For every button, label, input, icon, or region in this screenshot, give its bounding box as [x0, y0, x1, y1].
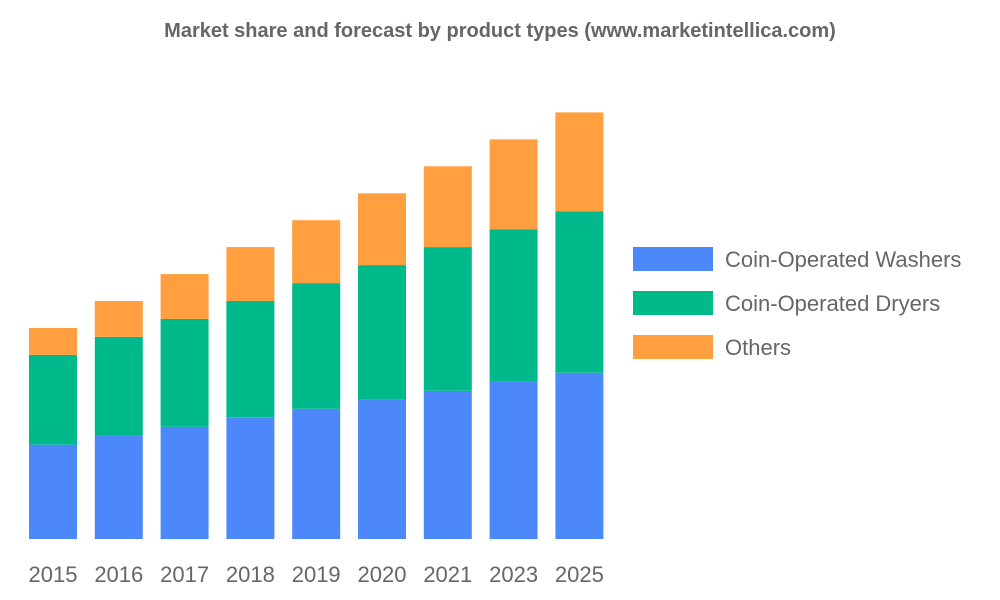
x-tick-label: 2017	[160, 562, 209, 587]
legend: Coin-Operated Washers Coin-Operated Dryer…	[633, 247, 961, 360]
bar-2017-series-1	[160, 319, 209, 427]
x-tick-label: 2016	[94, 562, 143, 587]
bar-2018-series-1	[226, 301, 275, 418]
bar-2021-series-2	[423, 166, 472, 248]
x-tick-label: 2020	[358, 562, 407, 587]
bar-2020-series-2	[358, 193, 406, 266]
x-tick-label: 2018	[226, 562, 275, 587]
bar-2023-series-1	[489, 229, 538, 382]
legend-label-1: Coin-Operated Dryers	[725, 291, 940, 316]
bars-layer	[29, 112, 604, 540]
bar-2019-series-2	[292, 220, 341, 284]
legend-label-2: Others	[725, 335, 791, 360]
x-tick-label: 2021	[423, 562, 472, 587]
bar-2018-series-0	[226, 417, 275, 539]
bar-2016-series-0	[94, 435, 143, 539]
bar-2017-series-0	[160, 426, 209, 540]
bar-2015-series-0	[29, 444, 77, 539]
bar-2021-series-1	[423, 247, 472, 391]
x-tick-label: 2019	[292, 562, 341, 587]
bar-2016-series-1	[94, 337, 143, 436]
chart-title: Market share and forecast by product typ…	[164, 20, 836, 42]
legend-swatch-1	[633, 291, 713, 315]
bar-2015-series-1	[29, 354, 77, 445]
legend-label-0: Coin-Operated Washers	[725, 247, 961, 272]
bar-2025-series-2	[555, 112, 604, 212]
bar-2020-series-0	[358, 399, 406, 539]
bar-2019-series-0	[292, 408, 341, 539]
bar-2015-series-2	[29, 328, 77, 355]
bar-2016-series-2	[94, 301, 143, 337]
x-tick-label: 2023	[489, 562, 538, 587]
bar-2019-series-1	[292, 283, 341, 409]
bar-2023-series-2	[489, 139, 538, 230]
bar-2025-series-0	[555, 372, 604, 539]
legend-swatch-2	[633, 335, 713, 359]
legend-swatch-0	[633, 247, 713, 271]
bar-2021-series-0	[423, 390, 472, 539]
x-axis-ticks: 2015 2016 2017 2018 2019 2020 2021 2023 2025	[29, 562, 604, 587]
x-tick-label: 2015	[29, 562, 78, 587]
bar-2020-series-1	[358, 265, 406, 400]
x-tick-label: 2025	[555, 562, 604, 587]
bar-2018-series-2	[226, 247, 275, 301]
bar-2023-series-0	[489, 381, 538, 540]
bar-2017-series-2	[160, 274, 209, 319]
bar-2025-series-1	[555, 211, 604, 373]
